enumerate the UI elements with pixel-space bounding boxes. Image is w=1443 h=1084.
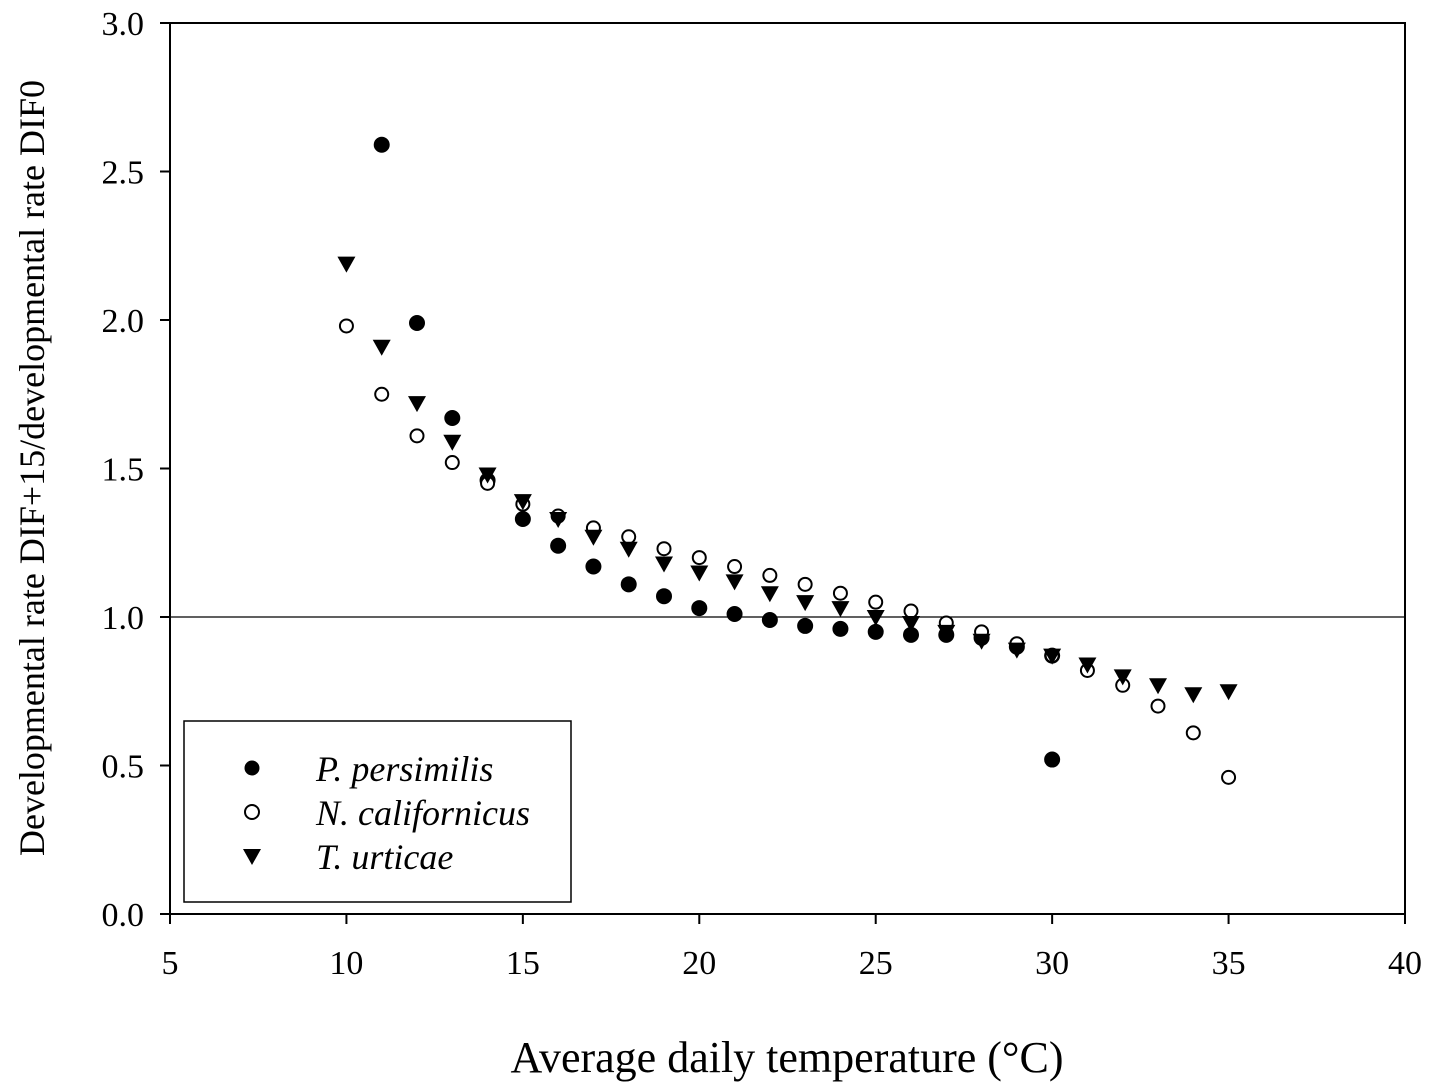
legend-label-p-persimilis: P. persimilis <box>315 749 493 789</box>
data-point-p-persimilis <box>797 617 814 634</box>
data-point-p-persimilis <box>726 606 743 623</box>
data-point-t-urticae <box>760 586 779 603</box>
legend-label-t-urticae: T. urticae <box>316 837 453 877</box>
y-tick-label: 2.5 <box>102 155 145 192</box>
x-tick-label: 40 <box>1388 945 1422 982</box>
data-point-p-persimilis <box>656 588 672 605</box>
data-point-n-californicus <box>338 318 354 334</box>
data-point-p-persimilis <box>691 600 708 617</box>
data-point-t-urticae <box>619 541 638 558</box>
y-axis: 0.0 0.5 1.0 1.5 2.0 2.5 3.0 <box>102 6 170 934</box>
data-point-t-urticae <box>372 339 391 356</box>
x-axis: 5 10 15 20 25 30 35 40 <box>162 914 1422 982</box>
data-point-t-urticae <box>1078 657 1097 674</box>
data-point-t-urticae <box>443 434 462 451</box>
data-point-t-urticae <box>725 574 744 591</box>
data-point-p-persimilis <box>867 623 884 640</box>
y-tick-label: 0.5 <box>102 749 145 786</box>
data-point-t-urticae <box>1007 642 1026 659</box>
data-point-n-californicus <box>832 585 848 601</box>
data-point-p-persimilis <box>444 410 461 427</box>
data-point-t-urticae <box>549 511 568 528</box>
legend-label-n-californicus: N. californicus <box>315 793 530 833</box>
data-point-n-californicus <box>656 541 672 557</box>
data-point-t-urticae <box>478 467 497 484</box>
y-tick-label: 0.0 <box>102 897 145 934</box>
data-point-t-urticae <box>831 601 850 618</box>
data-point-t-urticae <box>902 615 920 632</box>
data-point-p-persimilis <box>832 620 849 637</box>
x-tick-label: 5 <box>162 945 179 982</box>
data-point-n-californicus <box>1185 725 1201 741</box>
data-point-t-urticae <box>1149 678 1167 695</box>
y-tick-label: 2.0 <box>102 303 145 340</box>
data-point-t-urticae <box>937 624 956 641</box>
data-point-p-persimilis <box>585 558 602 575</box>
legend: P. persimilis N. californicus T. urticae <box>183 720 572 903</box>
data-point-p-persimilis <box>620 576 637 593</box>
data-point-t-urticae <box>513 494 532 511</box>
y-axis-title: Developmental rate DIF+15/developmental … <box>12 80 52 856</box>
data-point-p-persimilis <box>550 537 567 554</box>
data-point-p-persimilis <box>514 510 531 527</box>
data-point-n-californicus <box>409 428 425 444</box>
data-point-t-urticae <box>866 610 885 626</box>
data-point-t-urticae <box>655 556 673 573</box>
x-tick-label: 30 <box>1035 945 1069 982</box>
data-point-n-californicus <box>762 567 778 583</box>
y-tick-label: 1.5 <box>102 452 145 489</box>
data-point-n-californicus <box>621 529 637 545</box>
data-point-t-urticae <box>584 529 603 546</box>
x-tick-label: 15 <box>506 945 540 982</box>
x-tick-label: 35 <box>1212 945 1246 982</box>
legend-marker-n-californicus <box>244 804 260 820</box>
x-tick-label: 10 <box>329 945 363 982</box>
data-point-t-urticae <box>1113 669 1132 686</box>
data-points <box>337 136 1238 785</box>
data-point-t-urticae <box>690 565 709 582</box>
data-point-n-californicus <box>797 576 813 592</box>
y-tick-label: 3.0 <box>102 6 145 43</box>
data-point-t-urticae <box>337 256 356 273</box>
data-point-n-californicus <box>444 455 460 471</box>
x-tick-label: 25 <box>859 945 893 982</box>
data-point-n-californicus <box>374 386 390 402</box>
data-point-n-californicus <box>903 603 919 619</box>
data-point-t-urticae <box>408 396 426 413</box>
data-point-p-persimilis <box>1044 751 1061 768</box>
data-point-t-urticae <box>1043 648 1062 665</box>
data-point-t-urticae <box>1219 684 1238 701</box>
data-point-p-persimilis <box>409 314 425 331</box>
data-point-p-persimilis <box>761 611 778 628</box>
data-point-n-californicus <box>727 559 743 575</box>
data-point-n-californicus <box>868 594 884 610</box>
data-point-t-urticae <box>796 595 815 612</box>
legend-marker-p-persimilis <box>244 760 260 776</box>
legend-marker-t-urticae <box>243 849 261 865</box>
x-tick-label: 20 <box>682 945 716 982</box>
data-point-p-persimilis <box>903 626 919 643</box>
data-point-n-californicus <box>1150 698 1166 714</box>
data-point-p-persimilis <box>373 136 390 153</box>
data-point-t-urticae <box>1184 687 1203 704</box>
data-point-n-californicus <box>1221 769 1237 785</box>
data-point-n-californicus <box>691 550 707 566</box>
y-tick-label: 1.0 <box>102 600 145 637</box>
x-axis-title: Average daily temperature (°C) <box>510 1033 1063 1082</box>
data-point-t-urticae <box>972 633 991 650</box>
